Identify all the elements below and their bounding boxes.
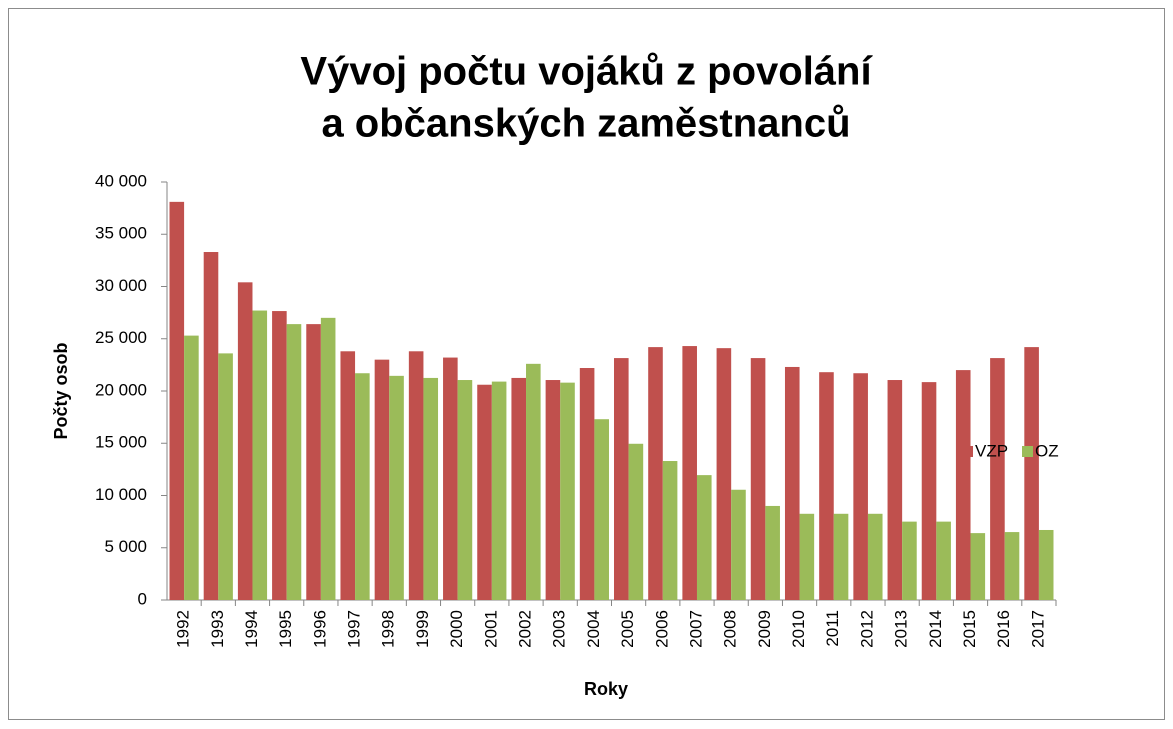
x-tick-label: 1992 bbox=[174, 610, 193, 648]
bar bbox=[750, 358, 766, 600]
bar bbox=[614, 358, 629, 600]
bar bbox=[765, 505, 780, 600]
x-tick-label: 2006 bbox=[652, 610, 671, 648]
bar bbox=[306, 324, 321, 600]
bar bbox=[970, 533, 986, 600]
bar bbox=[731, 489, 746, 600]
bar bbox=[511, 377, 527, 600]
bar bbox=[408, 351, 424, 600]
bar bbox=[594, 419, 609, 600]
x-tick-label: 2016 bbox=[994, 610, 1013, 648]
bar bbox=[955, 370, 971, 600]
bar bbox=[286, 324, 302, 600]
bar bbox=[355, 373, 370, 600]
bar bbox=[579, 368, 595, 600]
bar bbox=[443, 357, 458, 600]
x-axis-label: Roky bbox=[584, 679, 628, 699]
x-tick-label: 2013 bbox=[892, 610, 911, 648]
bar bbox=[340, 351, 356, 600]
bar bbox=[169, 201, 185, 601]
bar bbox=[1024, 347, 1039, 600]
x-tick-label: 2002 bbox=[516, 610, 535, 648]
bar bbox=[389, 375, 404, 600]
x-tick-label: 2012 bbox=[857, 610, 876, 648]
x-tick-label: 1996 bbox=[310, 610, 329, 648]
y-tick-label: 0 bbox=[138, 589, 147, 608]
y-tick-label: 40 000 bbox=[95, 171, 147, 190]
bar bbox=[662, 461, 678, 600]
x-tick-label: 2017 bbox=[1028, 610, 1047, 648]
bar bbox=[1004, 532, 1020, 600]
bar bbox=[252, 310, 268, 600]
chart-title: a občanských zaměstnanců bbox=[321, 102, 850, 146]
x-tick-label: 1994 bbox=[242, 610, 261, 648]
y-tick-label: 5 000 bbox=[104, 537, 147, 556]
bar bbox=[648, 347, 663, 600]
y-tick-label: 35 000 bbox=[95, 224, 147, 243]
legend-swatch bbox=[962, 446, 973, 457]
bar bbox=[784, 366, 800, 600]
bar bbox=[218, 353, 233, 600]
legend-label: OZ bbox=[1035, 441, 1059, 460]
y-tick-label: 20 000 bbox=[95, 380, 147, 399]
y-tick-label: 15 000 bbox=[95, 433, 147, 452]
bar bbox=[237, 282, 253, 600]
x-tick-label: 2004 bbox=[584, 610, 603, 648]
bar bbox=[990, 358, 1005, 600]
legend-label: VZP bbox=[975, 441, 1008, 460]
bar bbox=[799, 513, 815, 600]
bar bbox=[320, 317, 336, 600]
x-tick-label: 2007 bbox=[686, 610, 705, 648]
y-tick-label: 30 000 bbox=[95, 276, 147, 295]
x-tick-label: 1993 bbox=[208, 610, 227, 648]
x-tick-label: 2008 bbox=[721, 610, 740, 648]
x-tick-label: 2010 bbox=[789, 610, 808, 648]
bar bbox=[423, 377, 439, 600]
bar bbox=[819, 372, 834, 600]
x-tick-label: 1999 bbox=[413, 610, 432, 648]
x-tick-label: 2014 bbox=[926, 610, 945, 648]
y-tick-label: 25 000 bbox=[95, 328, 147, 347]
bar bbox=[477, 384, 492, 600]
bar bbox=[203, 252, 219, 600]
x-tick-label: 1995 bbox=[276, 610, 295, 648]
bar bbox=[936, 521, 951, 600]
bar bbox=[628, 443, 644, 600]
bar bbox=[853, 373, 868, 600]
bar bbox=[272, 311, 287, 600]
bar bbox=[921, 382, 937, 600]
bar bbox=[545, 380, 561, 600]
bar bbox=[457, 380, 473, 600]
x-tick-label: 2000 bbox=[447, 610, 466, 648]
x-tick-label: 2001 bbox=[481, 610, 500, 648]
bar bbox=[184, 335, 199, 600]
y-axis-label: Počty osob bbox=[51, 342, 71, 439]
bar bbox=[1038, 529, 1054, 600]
x-tick-label: 1998 bbox=[379, 610, 398, 648]
bar bbox=[491, 381, 507, 600]
legend-swatch bbox=[1022, 446, 1033, 457]
bar bbox=[696, 475, 712, 600]
y-tick-label: 10 000 bbox=[95, 485, 147, 504]
bar bbox=[833, 513, 849, 600]
x-tick-label: 2011 bbox=[823, 610, 842, 647]
x-tick-label: 2003 bbox=[550, 610, 569, 648]
bar bbox=[526, 363, 541, 600]
bar bbox=[716, 348, 732, 600]
bar bbox=[374, 359, 390, 600]
x-tick-label: 2015 bbox=[960, 610, 979, 648]
bar bbox=[682, 346, 697, 600]
x-tick-label: 1997 bbox=[345, 610, 364, 648]
bar bbox=[867, 513, 883, 600]
chart-title: Vývoj počtu vojáků z povolání bbox=[300, 50, 873, 94]
x-tick-label: 2005 bbox=[618, 610, 637, 648]
bar bbox=[902, 521, 917, 600]
bar bbox=[887, 380, 903, 600]
x-tick-label: 2009 bbox=[755, 610, 774, 648]
bar bbox=[560, 382, 575, 600]
